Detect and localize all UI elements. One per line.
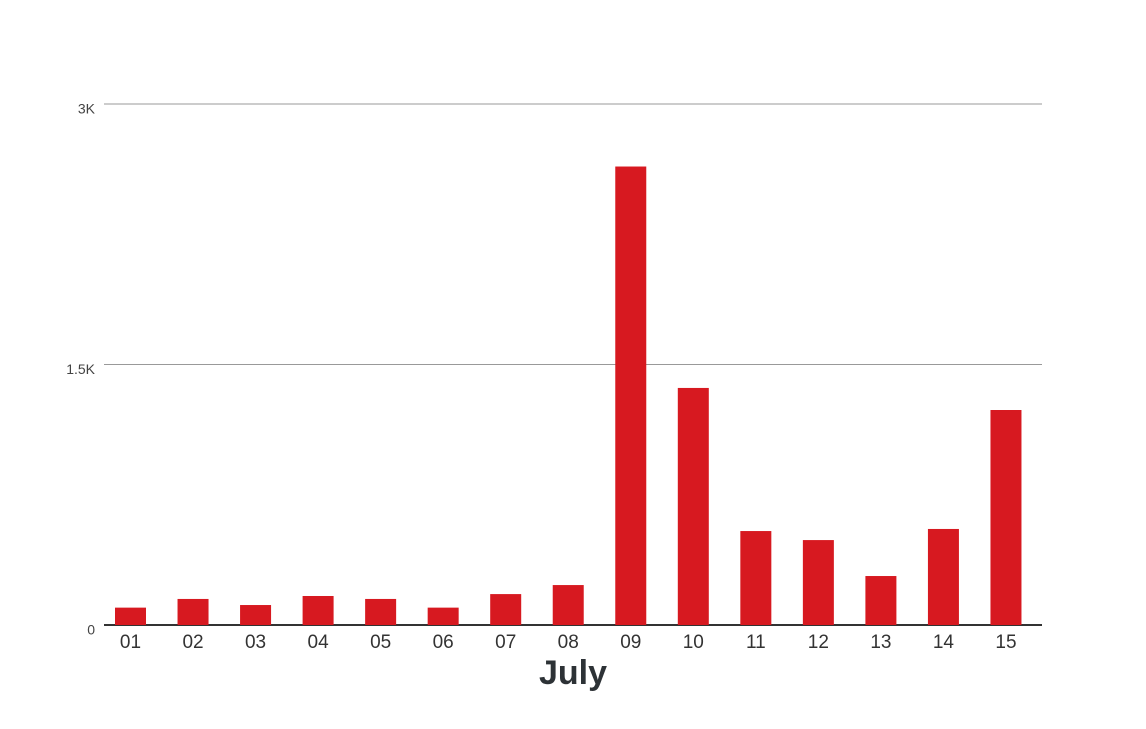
bar: [927, 528, 959, 625]
x-tick-label: 07: [495, 632, 516, 653]
bar: [740, 531, 772, 625]
bar: [427, 607, 459, 625]
x-tick-label: 05: [370, 632, 391, 653]
bar: [240, 605, 272, 625]
x-tick-label: 01: [120, 632, 141, 653]
x-tick-label: 11: [746, 632, 766, 653]
y-tick-label: 1.5K: [66, 361, 95, 377]
x-tick-label: 04: [308, 632, 330, 653]
x-tick-label: 03: [245, 632, 266, 653]
bar: [552, 585, 584, 625]
bar: [802, 540, 834, 625]
bar: [990, 410, 1022, 625]
bar: [115, 607, 146, 625]
x-tick-label: 08: [558, 632, 579, 653]
x-tick-label: 15: [995, 632, 1016, 653]
x-tick-label: 06: [433, 632, 454, 653]
bar: [490, 594, 522, 625]
x-tick-label: 14: [933, 632, 955, 653]
x-tick-label: 10: [683, 632, 704, 653]
y-tick-label: 3K: [78, 101, 96, 117]
x-tick-label: 12: [808, 632, 829, 653]
bar: [365, 598, 397, 625]
x-tick-label: 13: [870, 632, 891, 653]
bar: [677, 387, 709, 625]
bar: [865, 576, 897, 625]
bar: [302, 595, 334, 625]
x-tick-label: 09: [620, 632, 641, 653]
y-tick-label: 0: [87, 622, 95, 638]
x-axis-label: July: [539, 654, 607, 692]
bar: [615, 166, 647, 625]
bar: [177, 598, 209, 625]
x-tick-label: 02: [182, 632, 203, 653]
